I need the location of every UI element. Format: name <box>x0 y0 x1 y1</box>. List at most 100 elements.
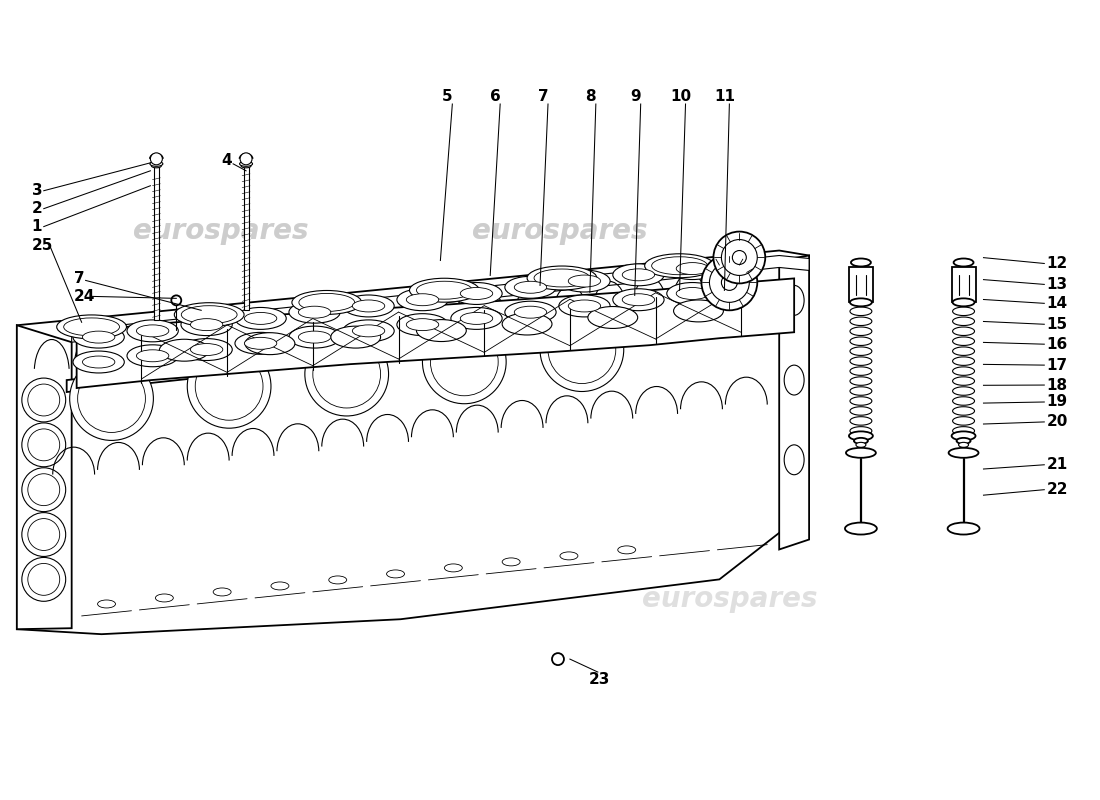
Circle shape <box>195 353 263 420</box>
Text: 13: 13 <box>1046 277 1067 292</box>
Text: 18: 18 <box>1046 378 1067 393</box>
Text: 10: 10 <box>670 89 691 103</box>
Text: 12: 12 <box>1046 256 1067 271</box>
Ellipse shape <box>676 287 708 299</box>
Ellipse shape <box>126 320 178 342</box>
Ellipse shape <box>958 442 968 447</box>
Ellipse shape <box>587 306 638 329</box>
Circle shape <box>69 357 153 441</box>
Circle shape <box>702 254 757 310</box>
Ellipse shape <box>241 164 251 168</box>
Ellipse shape <box>535 269 590 287</box>
Text: 23: 23 <box>590 671 610 686</box>
Ellipse shape <box>299 294 354 311</box>
Ellipse shape <box>397 289 448 310</box>
Circle shape <box>22 558 66 602</box>
Ellipse shape <box>155 594 174 602</box>
Ellipse shape <box>623 294 654 306</box>
Ellipse shape <box>245 333 295 354</box>
Ellipse shape <box>569 300 601 312</box>
Polygon shape <box>16 250 810 634</box>
Circle shape <box>714 231 766 283</box>
Text: 14: 14 <box>1046 296 1067 311</box>
Circle shape <box>172 295 182 306</box>
Ellipse shape <box>854 438 868 444</box>
Polygon shape <box>67 302 789 392</box>
Ellipse shape <box>240 162 253 166</box>
Ellipse shape <box>406 294 439 306</box>
Ellipse shape <box>73 326 124 348</box>
Ellipse shape <box>560 552 578 560</box>
Ellipse shape <box>953 298 975 306</box>
Text: 21: 21 <box>1046 458 1067 472</box>
Circle shape <box>552 653 564 665</box>
Circle shape <box>312 340 381 408</box>
Ellipse shape <box>559 295 610 317</box>
Ellipse shape <box>235 307 286 330</box>
Bar <box>243 166 249 310</box>
Ellipse shape <box>957 438 970 444</box>
Ellipse shape <box>651 257 707 274</box>
Text: eurospares: eurospares <box>472 476 648 504</box>
Ellipse shape <box>182 338 232 361</box>
Polygon shape <box>72 255 810 342</box>
Ellipse shape <box>152 164 162 168</box>
Text: 8: 8 <box>585 89 596 103</box>
Text: eurospares: eurospares <box>641 586 817 614</box>
Text: 20: 20 <box>1046 414 1068 430</box>
Ellipse shape <box>406 318 439 330</box>
Ellipse shape <box>352 300 385 312</box>
Bar <box>154 166 158 320</box>
Ellipse shape <box>213 588 231 596</box>
Ellipse shape <box>190 318 223 330</box>
Circle shape <box>540 308 624 391</box>
Ellipse shape <box>784 286 804 315</box>
Ellipse shape <box>503 313 552 335</box>
Ellipse shape <box>136 325 168 337</box>
Ellipse shape <box>954 258 974 266</box>
Ellipse shape <box>952 431 976 440</box>
Ellipse shape <box>182 306 238 324</box>
Ellipse shape <box>849 431 873 440</box>
Ellipse shape <box>846 448 876 458</box>
Ellipse shape <box>845 522 877 534</box>
Ellipse shape <box>505 276 557 298</box>
Text: 17: 17 <box>1046 358 1067 373</box>
Circle shape <box>28 518 59 550</box>
Ellipse shape <box>503 558 520 566</box>
Circle shape <box>240 153 252 165</box>
Text: eurospares: eurospares <box>472 476 648 504</box>
Ellipse shape <box>64 318 120 336</box>
Ellipse shape <box>850 298 872 306</box>
Ellipse shape <box>417 320 466 342</box>
Ellipse shape <box>409 278 480 302</box>
Ellipse shape <box>569 275 601 287</box>
Ellipse shape <box>515 306 547 318</box>
Circle shape <box>151 153 163 165</box>
Bar <box>952 267 976 302</box>
Text: eurospares: eurospares <box>133 476 309 504</box>
Ellipse shape <box>667 282 718 305</box>
Text: eurospares: eurospares <box>312 586 488 614</box>
Ellipse shape <box>417 282 472 299</box>
Ellipse shape <box>527 266 597 290</box>
Ellipse shape <box>289 326 340 348</box>
Ellipse shape <box>329 576 346 584</box>
Circle shape <box>722 274 737 290</box>
Text: eurospares: eurospares <box>133 356 309 384</box>
Ellipse shape <box>505 302 557 323</box>
Circle shape <box>710 262 749 302</box>
Circle shape <box>28 563 59 595</box>
Ellipse shape <box>618 546 636 554</box>
Circle shape <box>305 332 388 416</box>
Ellipse shape <box>98 600 116 608</box>
Ellipse shape <box>73 351 124 373</box>
Ellipse shape <box>948 448 979 458</box>
Circle shape <box>22 423 66 466</box>
Polygon shape <box>16 326 72 630</box>
Text: eurospares: eurospares <box>133 356 309 384</box>
Ellipse shape <box>271 582 289 590</box>
Ellipse shape <box>784 365 804 395</box>
Ellipse shape <box>289 302 340 323</box>
Polygon shape <box>77 278 794 388</box>
